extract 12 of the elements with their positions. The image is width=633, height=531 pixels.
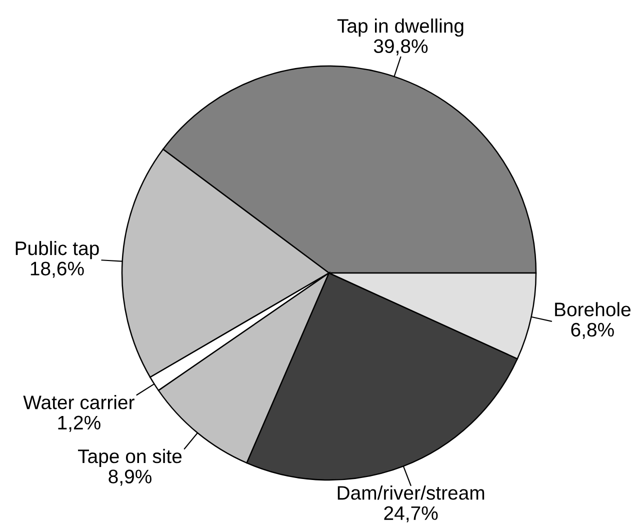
slice-label: Borehole — [555, 302, 630, 316]
data-label: 6,8% — [571, 322, 614, 339]
data-label: 1,2% — [58, 416, 100, 432]
data-label: 24,7% — [384, 506, 438, 522]
slice-label: Tape on site — [78, 448, 182, 468]
slice-label: Water carrier — [23, 395, 134, 410]
data-label: 18,6% — [30, 262, 84, 278]
data-label: 39,8% — [374, 39, 428, 56]
data-label: 8,9% — [108, 470, 152, 486]
slice-label: Public tap — [16, 240, 99, 260]
slice-label: Tap in dwelling — [337, 18, 464, 37]
slice-label: Dam/river/stream — [338, 485, 484, 500]
